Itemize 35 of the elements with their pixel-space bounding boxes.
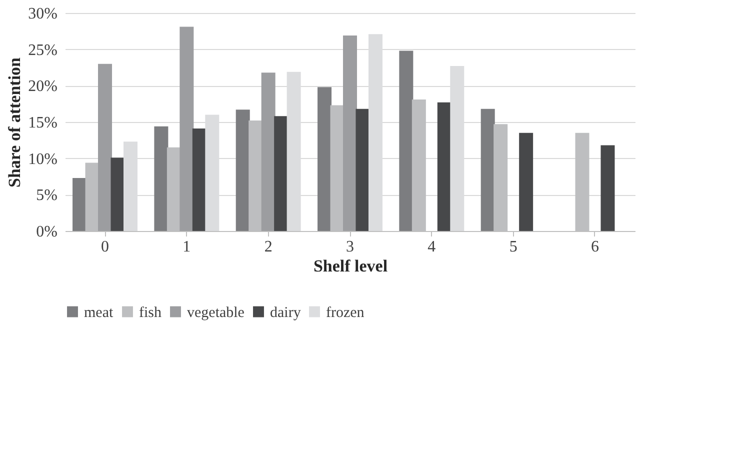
bar bbox=[399, 50, 414, 231]
bar bbox=[318, 87, 332, 231]
legend-label: dairy bbox=[270, 304, 302, 321]
bar bbox=[343, 36, 357, 231]
bar bbox=[600, 145, 615, 231]
x-tick-label: 5 bbox=[509, 238, 518, 256]
y-tick-label: 20% bbox=[28, 78, 58, 96]
x-tick-label: 2 bbox=[264, 238, 272, 256]
y-axis-title: Share of attention bbox=[5, 56, 24, 188]
legend-label: frozen bbox=[326, 304, 365, 321]
x-tick-label: 6 bbox=[590, 238, 599, 256]
legend-label: meat bbox=[84, 304, 114, 321]
bar bbox=[72, 178, 87, 231]
bar bbox=[274, 116, 288, 231]
x-axis-title: Shelf level bbox=[313, 256, 388, 276]
y-tick-label: 25% bbox=[28, 42, 58, 59]
x-tick-label: 4 bbox=[428, 238, 436, 256]
bar bbox=[180, 26, 194, 231]
x-tick-label: 1 bbox=[182, 238, 191, 256]
y-tick-label: 10% bbox=[28, 150, 58, 168]
bar bbox=[519, 132, 534, 231]
bar bbox=[480, 108, 495, 231]
x-tick-label: 3 bbox=[346, 238, 354, 256]
bar bbox=[154, 126, 168, 231]
y-tick-label: 15% bbox=[28, 114, 58, 132]
bar bbox=[261, 72, 276, 231]
bar bbox=[98, 64, 112, 231]
x-tick-label: 0 bbox=[101, 238, 110, 256]
legend-label: fish bbox=[139, 304, 162, 321]
bar bbox=[356, 108, 370, 231]
y-tick-label: 30% bbox=[28, 6, 58, 22]
bar bbox=[236, 110, 250, 231]
legend-label: vegetable bbox=[187, 304, 245, 321]
y-tick-label: 0% bbox=[36, 224, 58, 240]
y-tick-label: 5% bbox=[36, 187, 58, 204]
